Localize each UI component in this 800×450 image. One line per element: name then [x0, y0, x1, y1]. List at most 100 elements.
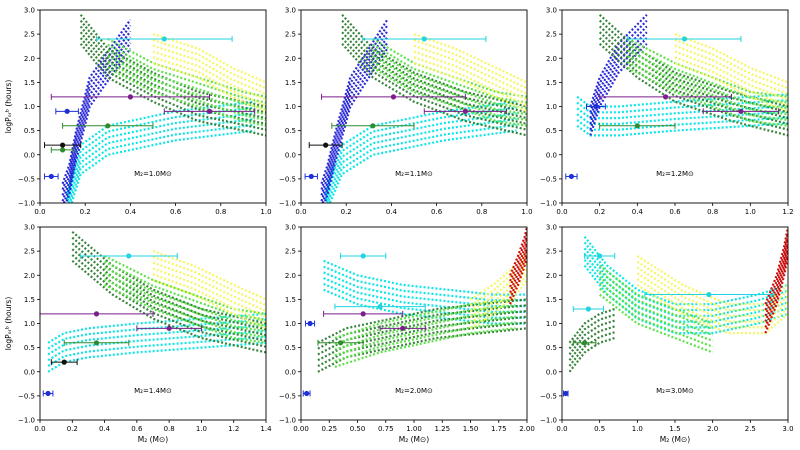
data-point	[304, 390, 310, 397]
evolution-track	[413, 38, 527, 90]
evolution-track	[71, 254, 266, 348]
evolution-track	[62, 42, 132, 203]
y-tick-label: 1.0	[24, 320, 35, 328]
evolution-track	[107, 49, 266, 110]
evolution-track	[674, 62, 788, 113]
y-tick-label: −0.5	[540, 392, 557, 400]
evolution-track	[61, 19, 132, 185]
evolution-track	[372, 66, 527, 127]
y-tick-label: 1.0	[285, 320, 296, 328]
panel-annotation: M₂=1.1M⊙	[395, 170, 433, 178]
evolution-track	[152, 267, 266, 318]
evolution-track	[47, 341, 266, 373]
evolution-track	[372, 61, 527, 122]
y-tick-label: −1.0	[279, 417, 296, 425]
panel-top-right: 0.0 0.2 0.4 0.6 0.8 1.0 1.2 −1.0 −0.5 0.0 0.5 1.0 1.…	[540, 7, 794, 217]
x-tick-label: 0.6	[131, 425, 143, 433]
evolution-track	[413, 50, 527, 101]
y-tick-label: 0.5	[546, 344, 557, 352]
evolution-track	[323, 271, 527, 308]
y-tick-label: 1.5	[24, 296, 35, 304]
x-tick-label: 0.2	[341, 208, 352, 216]
x-tick-label: 0.25	[321, 425, 337, 433]
y-tick-label: 1.0	[546, 103, 557, 111]
evolution-track	[568, 313, 616, 350]
y-axis-label: logPₒᵣᵇ (hours)	[4, 80, 13, 134]
data-point	[48, 173, 54, 180]
y-tick-label: 2.5	[546, 31, 557, 39]
y-tick-label: −0.5	[18, 175, 35, 183]
evolution-track	[64, 47, 132, 203]
evolution-track	[341, 25, 527, 120]
evolution-track	[636, 255, 788, 306]
y-tick-label: 0.5	[24, 127, 35, 135]
evolution-track	[599, 270, 714, 331]
evolution-track	[104, 272, 266, 333]
data-point	[307, 320, 313, 327]
evolution-track	[152, 273, 266, 324]
data-point	[126, 253, 132, 259]
x-tick-label: 1.75	[491, 425, 507, 433]
evolution-track	[627, 61, 788, 122]
x-tick-label: 0.50	[350, 425, 366, 433]
evolution-track	[589, 14, 648, 107]
evolution-track	[583, 259, 788, 329]
evolution-track	[323, 48, 389, 203]
evolution-track	[334, 304, 516, 345]
y-tick-label: 3.0	[546, 7, 557, 15]
evolution-track	[372, 43, 527, 104]
x-tick-label: 0.2	[80, 208, 91, 216]
evolution-track	[107, 43, 266, 104]
evolution-track	[104, 278, 266, 339]
data-point	[60, 142, 66, 148]
evolution-track	[104, 260, 266, 321]
evolution-track	[583, 253, 788, 323]
evolution-track	[469, 262, 527, 312]
y-tick-label: −0.5	[540, 175, 557, 183]
x-tick-label: 0.8	[476, 208, 487, 216]
evolution-track	[317, 298, 527, 344]
evolution-track	[152, 250, 266, 301]
evolution-track	[107, 61, 266, 122]
x-tick-label: 0.6	[431, 208, 443, 216]
x-tick-label: 0.4	[386, 208, 398, 216]
evolution-track	[323, 265, 527, 302]
data-point	[585, 306, 591, 312]
data-point	[166, 325, 172, 331]
evolution-track	[576, 116, 788, 131]
x-tick-label: 0.0	[34, 208, 45, 216]
x-tick-label: 1.0	[196, 425, 207, 433]
y-tick-label: 1.5	[285, 79, 296, 87]
y-tick-label: 3.0	[546, 224, 557, 232]
panel-annotation: M₂=2.0M⊙	[395, 387, 433, 395]
x-tick-label: 0.6	[170, 208, 182, 216]
data-point	[93, 340, 100, 346]
x-tick-label: 1.25	[434, 425, 450, 433]
x-tick-label: 1.0	[260, 208, 271, 216]
evolution-track	[674, 44, 788, 96]
evolution-track	[576, 93, 788, 108]
evolution-track	[334, 321, 516, 363]
evolution-track	[152, 255, 266, 307]
y-tick-label: 1.0	[546, 320, 557, 328]
evolution-track	[317, 315, 527, 362]
evolution-track	[598, 19, 788, 114]
panel-annotation: M₂=1.2M⊙	[656, 170, 694, 178]
evolution-track	[341, 14, 527, 108]
data-layer	[47, 230, 266, 373]
evolution-track	[320, 36, 389, 202]
data-point	[597, 253, 603, 259]
evolution-track	[627, 49, 788, 110]
evolution-track	[568, 336, 616, 373]
y-tick-label: −1.0	[18, 417, 35, 425]
x-tick-label: 0.0	[295, 208, 306, 216]
data-point	[105, 123, 111, 129]
y-tick-label: −1.0	[18, 200, 35, 208]
x-axis-label: M₂ (M⊙)	[138, 435, 169, 444]
evolution-track	[576, 110, 788, 125]
data-point	[370, 123, 376, 129]
data-point	[563, 390, 569, 397]
evolution-track	[599, 287, 714, 348]
x-tick-label: 0.2	[594, 208, 605, 216]
evolution-track	[413, 62, 527, 113]
